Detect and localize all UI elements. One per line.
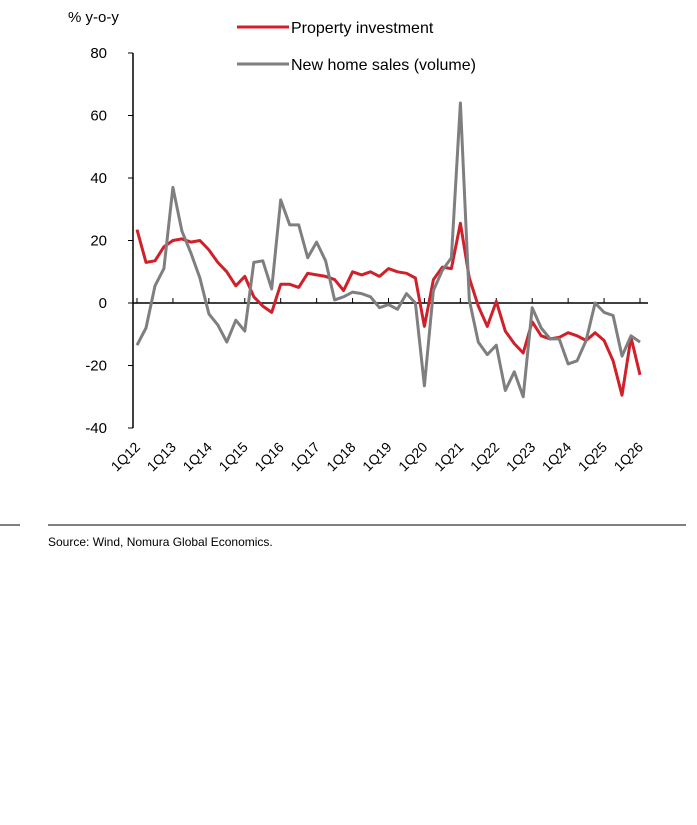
y-tick-label: 0 (99, 295, 107, 312)
x-tick-label: 1Q13 (144, 439, 180, 475)
y-tick-label: 40 (90, 170, 107, 187)
x-tick-label: 1Q17 (287, 439, 323, 475)
x-tick-label: 1Q26 (611, 439, 647, 475)
x-tick-label: 1Q18 (323, 439, 359, 475)
x-tick-label: 1Q21 (431, 439, 467, 475)
source: Source: Wind, Nomura Global Economics. (48, 535, 273, 549)
x-tick-label: 1Q25 (575, 439, 611, 475)
x-tick-label: 1Q15 (215, 439, 251, 475)
y-tick-label: 20 (90, 233, 107, 250)
series-line (135, 101, 641, 399)
x-tick-label: 1Q16 (251, 439, 287, 475)
y-tick-label: -20 (85, 358, 107, 375)
legend-label: New home sales (volume) (291, 57, 476, 74)
x-tick-label: 1Q19 (359, 439, 395, 475)
x-tick-label: 1Q23 (503, 439, 539, 475)
y-tick-label: -40 (85, 420, 107, 437)
x-tick-label: 1Q20 (395, 439, 431, 475)
x-tick-label: 1Q22 (467, 439, 503, 475)
y-tick-label: 60 (90, 108, 107, 125)
series-line (135, 221, 642, 397)
x-tick-label: 1Q14 (179, 439, 215, 475)
x-tick-label: 1Q24 (539, 439, 575, 475)
y-tick-label: 80 (90, 45, 107, 62)
legend-label: Property investment (291, 20, 434, 37)
y-axis-label: % y-o-y (68, 9, 119, 26)
x-tick-label: 1Q12 (108, 439, 144, 475)
